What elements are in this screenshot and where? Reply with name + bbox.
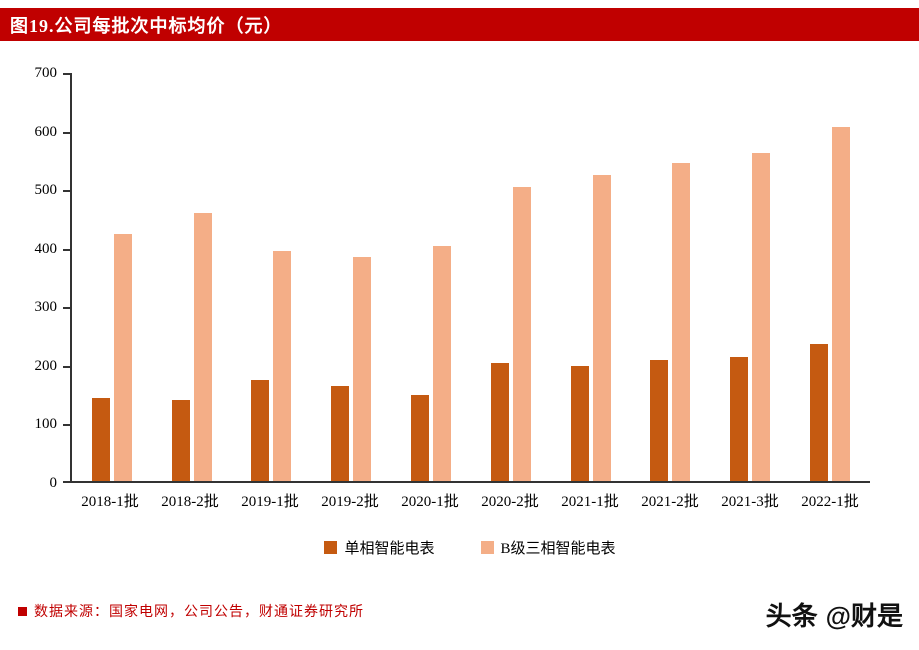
legend-item: B级三相智能电表 [480,537,616,558]
y-tick-mark [63,190,70,193]
bar [512,187,531,481]
legend-item: 单相智能电表 [324,537,435,558]
bar-chart: 0 100 200 300 400 500 600 700 2018-1批 2018-2批 201… [18,65,888,558]
source-note: 数据来源：国家电网，公司公告，财通证券研究所 [18,601,364,621]
y-tick-label: 200 [34,357,58,374]
bar-group [91,234,132,481]
bar [91,398,110,481]
x-tick-label: 2020-2批 [481,494,539,510]
y-tick-label: 700 [34,65,58,81]
bar-group [490,187,531,481]
bar [171,400,190,481]
bar-group [810,127,851,481]
plot-area [70,73,870,483]
bar [832,127,851,481]
y-tick-label: 300 [34,299,58,316]
bar [433,246,452,481]
legend-label: B级三相智能电表 [500,541,616,557]
y-tick-mark [63,424,70,427]
bar-group [570,175,611,481]
bar-group [411,246,452,481]
bar-group [171,213,212,481]
bar [353,257,372,481]
x-tick-label: 2021-1批 [561,494,619,510]
bar [730,357,749,481]
x-tick-label: 2019-1批 [241,494,299,510]
chart-title: 图19.公司每批次中标均价（元） [10,15,283,36]
bar [592,175,611,481]
y-tick-label: 400 [34,240,58,257]
bar-group [251,251,292,481]
x-tick-label: 2021-2批 [641,494,699,510]
bar [193,213,212,481]
bar [411,395,430,481]
y-tick-mark [63,131,70,134]
plot-row: 0 100 200 300 400 500 600 700 [18,65,888,491]
bar [752,153,771,481]
bar-group [331,257,372,481]
y-tick-mark [63,307,70,310]
x-tick-label: 2018-2批 [161,494,219,510]
watermark-handle: @财是 [825,601,903,631]
bar [273,251,292,481]
y-tick-mark [63,73,70,75]
bar-groups [72,73,870,481]
legend: 单相智能电表 B级三相智能电表 [70,537,870,558]
watermark: 头条 @财是 [766,596,903,633]
y-axis: 0 100 200 300 400 500 600 700 [18,65,70,491]
watermark-brand: 头条 [765,601,818,631]
source-bullet-icon [18,606,27,616]
x-axis-labels: 2018-1批 2018-2批 2019-1批 2019-2批 2020-1批 2020-… [70,483,870,511]
bar-group [650,163,691,481]
bar [490,363,509,481]
bar-group [730,153,771,481]
bar [570,366,589,481]
bar [810,344,829,481]
legend-swatch [324,541,338,554]
bar [331,386,350,481]
x-tick-label: 2021-3批 [721,494,779,510]
bar [672,163,691,481]
bar [113,234,132,481]
x-tick-label: 2019-2批 [321,494,379,510]
legend-swatch [480,541,494,554]
y-tick-label: 100 [34,416,58,433]
chart-title-bar: 图19.公司每批次中标均价（元） [0,8,919,41]
bar [650,360,669,481]
bar [251,380,270,481]
legend-label: 单相智能电表 [344,541,435,557]
y-tick-label: 600 [34,123,58,140]
y-tick-mark [63,481,70,483]
x-tick-label: 2022-1批 [801,494,859,510]
y-tick-label: 500 [34,182,58,199]
y-tick-mark [63,248,70,251]
y-tick-mark [63,365,70,368]
y-tick-label: 0 [49,475,58,491]
x-tick-label: 2018-1批 [81,494,139,510]
source-text: 数据来源：国家电网，公司公告，财通证券研究所 [34,605,364,620]
x-tick-label: 2020-1批 [401,494,459,510]
